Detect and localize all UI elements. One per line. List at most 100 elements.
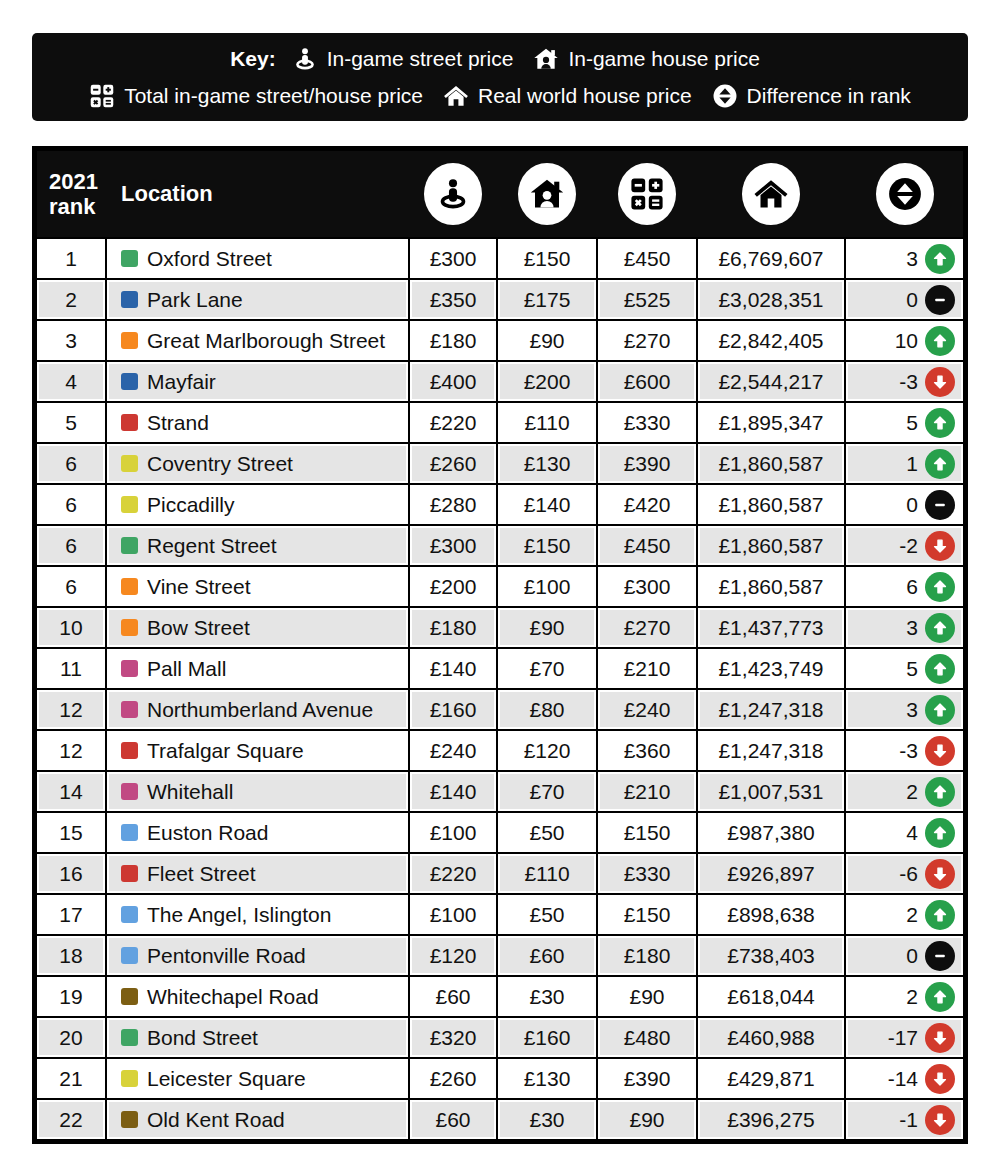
rank-down-badge-icon — [925, 1064, 955, 1094]
real-world-price-cell: £1,860,587 — [700, 446, 842, 481]
street-price-cell: £220 — [412, 405, 494, 440]
total-price-cell: £480 — [600, 1020, 694, 1055]
house-price-cell: £70 — [500, 774, 594, 809]
street-price-icon-circle — [424, 163, 482, 225]
key-item-label: Real world house price — [478, 84, 692, 108]
rank-cell: 12 — [39, 692, 103, 727]
monopoly-price-infographic: Key: In-game street priceIn-game house p… — [0, 0, 1000, 1144]
table-row: 22Old Kent Road£60£30£90£396,275-1 — [37, 1098, 963, 1139]
real-world-price-cell: £1,247,318 — [700, 733, 842, 768]
table-row: 6Coventry Street£260£130£390£1,860,5871 — [37, 442, 963, 483]
total-price-cell: £330 — [600, 856, 694, 891]
rank-diff-cell: -6 — [848, 856, 961, 891]
rank-diff-value: 0 — [906, 944, 918, 968]
total-price-cell: £390 — [600, 446, 694, 481]
location-label: Pentonville Road — [147, 944, 306, 968]
house-price-column-header — [498, 151, 598, 237]
rank-diff-cell: 3 — [848, 610, 961, 645]
rank-header-year: 2021 — [49, 169, 98, 194]
property-color-swatch — [121, 250, 138, 267]
rank-diff-cell: 0 — [848, 282, 961, 317]
location-label: The Angel, Islington — [147, 903, 331, 927]
rank-cell: 21 — [39, 1061, 103, 1096]
street-price-cell: £220 — [412, 856, 494, 891]
rank-diff-value: -2 — [899, 534, 918, 558]
rank-down-badge-icon — [925, 859, 955, 889]
location-label: Northumberland Avenue — [147, 698, 373, 722]
house-price-cell: £30 — [500, 1102, 594, 1137]
location-cell: Park Lane — [109, 282, 406, 317]
total-price-cell: £420 — [600, 487, 694, 522]
house-price-cell: £50 — [500, 897, 594, 932]
rank-diff-value: 3 — [906, 247, 918, 271]
location-cell: Old Kent Road — [109, 1102, 406, 1137]
rank-cell: 6 — [39, 487, 103, 522]
rank-cell: 19 — [39, 979, 103, 1014]
real-world-price-cell: £1,860,587 — [700, 487, 842, 522]
house-price-cell: £175 — [500, 282, 594, 317]
total-price-cell: £360 — [600, 733, 694, 768]
total-price-cell: £90 — [600, 979, 694, 1014]
total-price-cell: £300 — [600, 569, 694, 604]
rank-cell: 2 — [39, 282, 103, 317]
rank-cell: 18 — [39, 938, 103, 973]
rank-up-badge-icon — [925, 695, 955, 725]
property-color-swatch — [121, 865, 138, 882]
street-price-cell: £60 — [412, 979, 494, 1014]
rank-cell: 6 — [39, 569, 103, 604]
house-price-cell: £100 — [500, 569, 594, 604]
street-price-cell: £120 — [412, 938, 494, 973]
street-price-cell: £260 — [412, 1061, 494, 1096]
location-cell: Bond Street — [109, 1020, 406, 1055]
location-cell: The Angel, Islington — [109, 897, 406, 932]
location-cell: Piccadilly — [109, 487, 406, 522]
house-price-icon-circle — [518, 163, 576, 225]
location-label: Bow Street — [147, 616, 250, 640]
rank-diff-value: 5 — [906, 657, 918, 681]
rank-diff-value: 5 — [906, 411, 918, 435]
property-color-swatch — [121, 373, 138, 390]
rank-down-badge-icon — [925, 736, 955, 766]
location-label: Old Kent Road — [147, 1108, 285, 1132]
location-label: Whitehall — [147, 780, 233, 804]
location-cell: Whitechapel Road — [109, 979, 406, 1014]
rank-cell: 1 — [39, 241, 103, 276]
location-cell: Mayfair — [109, 364, 406, 399]
total-price-cell: £525 — [600, 282, 694, 317]
street-price-cell: £320 — [412, 1020, 494, 1055]
rank-up-badge-icon — [925, 326, 955, 356]
street-price-column-header — [410, 151, 498, 237]
total-price-cell: £150 — [600, 815, 694, 850]
house-price-cell: £160 — [500, 1020, 594, 1055]
rank-diff-value: 4 — [906, 821, 918, 845]
rank-diff-cell: 2 — [848, 979, 961, 1014]
rank-diff-cell: 3 — [848, 241, 961, 276]
real-world-price-cell: £460,988 — [700, 1020, 842, 1055]
rank-diff-column-header — [846, 151, 963, 237]
rank-diff-value: 0 — [906, 493, 918, 517]
table-row: 6Piccadilly£280£140£420£1,860,5870 — [37, 483, 963, 524]
location-cell: Northumberland Avenue — [109, 692, 406, 727]
rank-diff-cell: -1 — [848, 1102, 961, 1137]
rank-cell: 3 — [39, 323, 103, 358]
table-row: 5Strand£220£110£330£1,895,3475 — [37, 401, 963, 442]
rank-diff-cell: 5 — [848, 405, 961, 440]
real-world-icon-circle — [742, 163, 800, 225]
rank-diff-value: -14 — [888, 1067, 918, 1091]
real-world-price-cell: £1,247,318 — [700, 692, 842, 727]
table-row: 10Bow Street£180£90£270£1,437,7733 — [37, 606, 963, 647]
location-cell: Pall Mall — [109, 651, 406, 686]
house-price-cell: £150 — [500, 241, 594, 276]
location-label: Oxford Street — [147, 247, 272, 271]
rank-diff-cell: 2 — [848, 897, 961, 932]
rank-cell: 22 — [39, 1102, 103, 1137]
rank-diff-value: -17 — [888, 1026, 918, 1050]
rank-diff-cell: -17 — [848, 1020, 961, 1055]
location-label: Mayfair — [147, 370, 216, 394]
location-cell: Leicester Square — [109, 1061, 406, 1096]
rank-diff-cell: 1 — [848, 446, 961, 481]
key-item: Total in-game street/house price — [89, 83, 423, 109]
rank-zero-badge-icon — [925, 285, 955, 315]
table-row: 19Whitechapel Road£60£30£90£618,0442 — [37, 975, 963, 1016]
property-color-swatch — [121, 578, 138, 595]
